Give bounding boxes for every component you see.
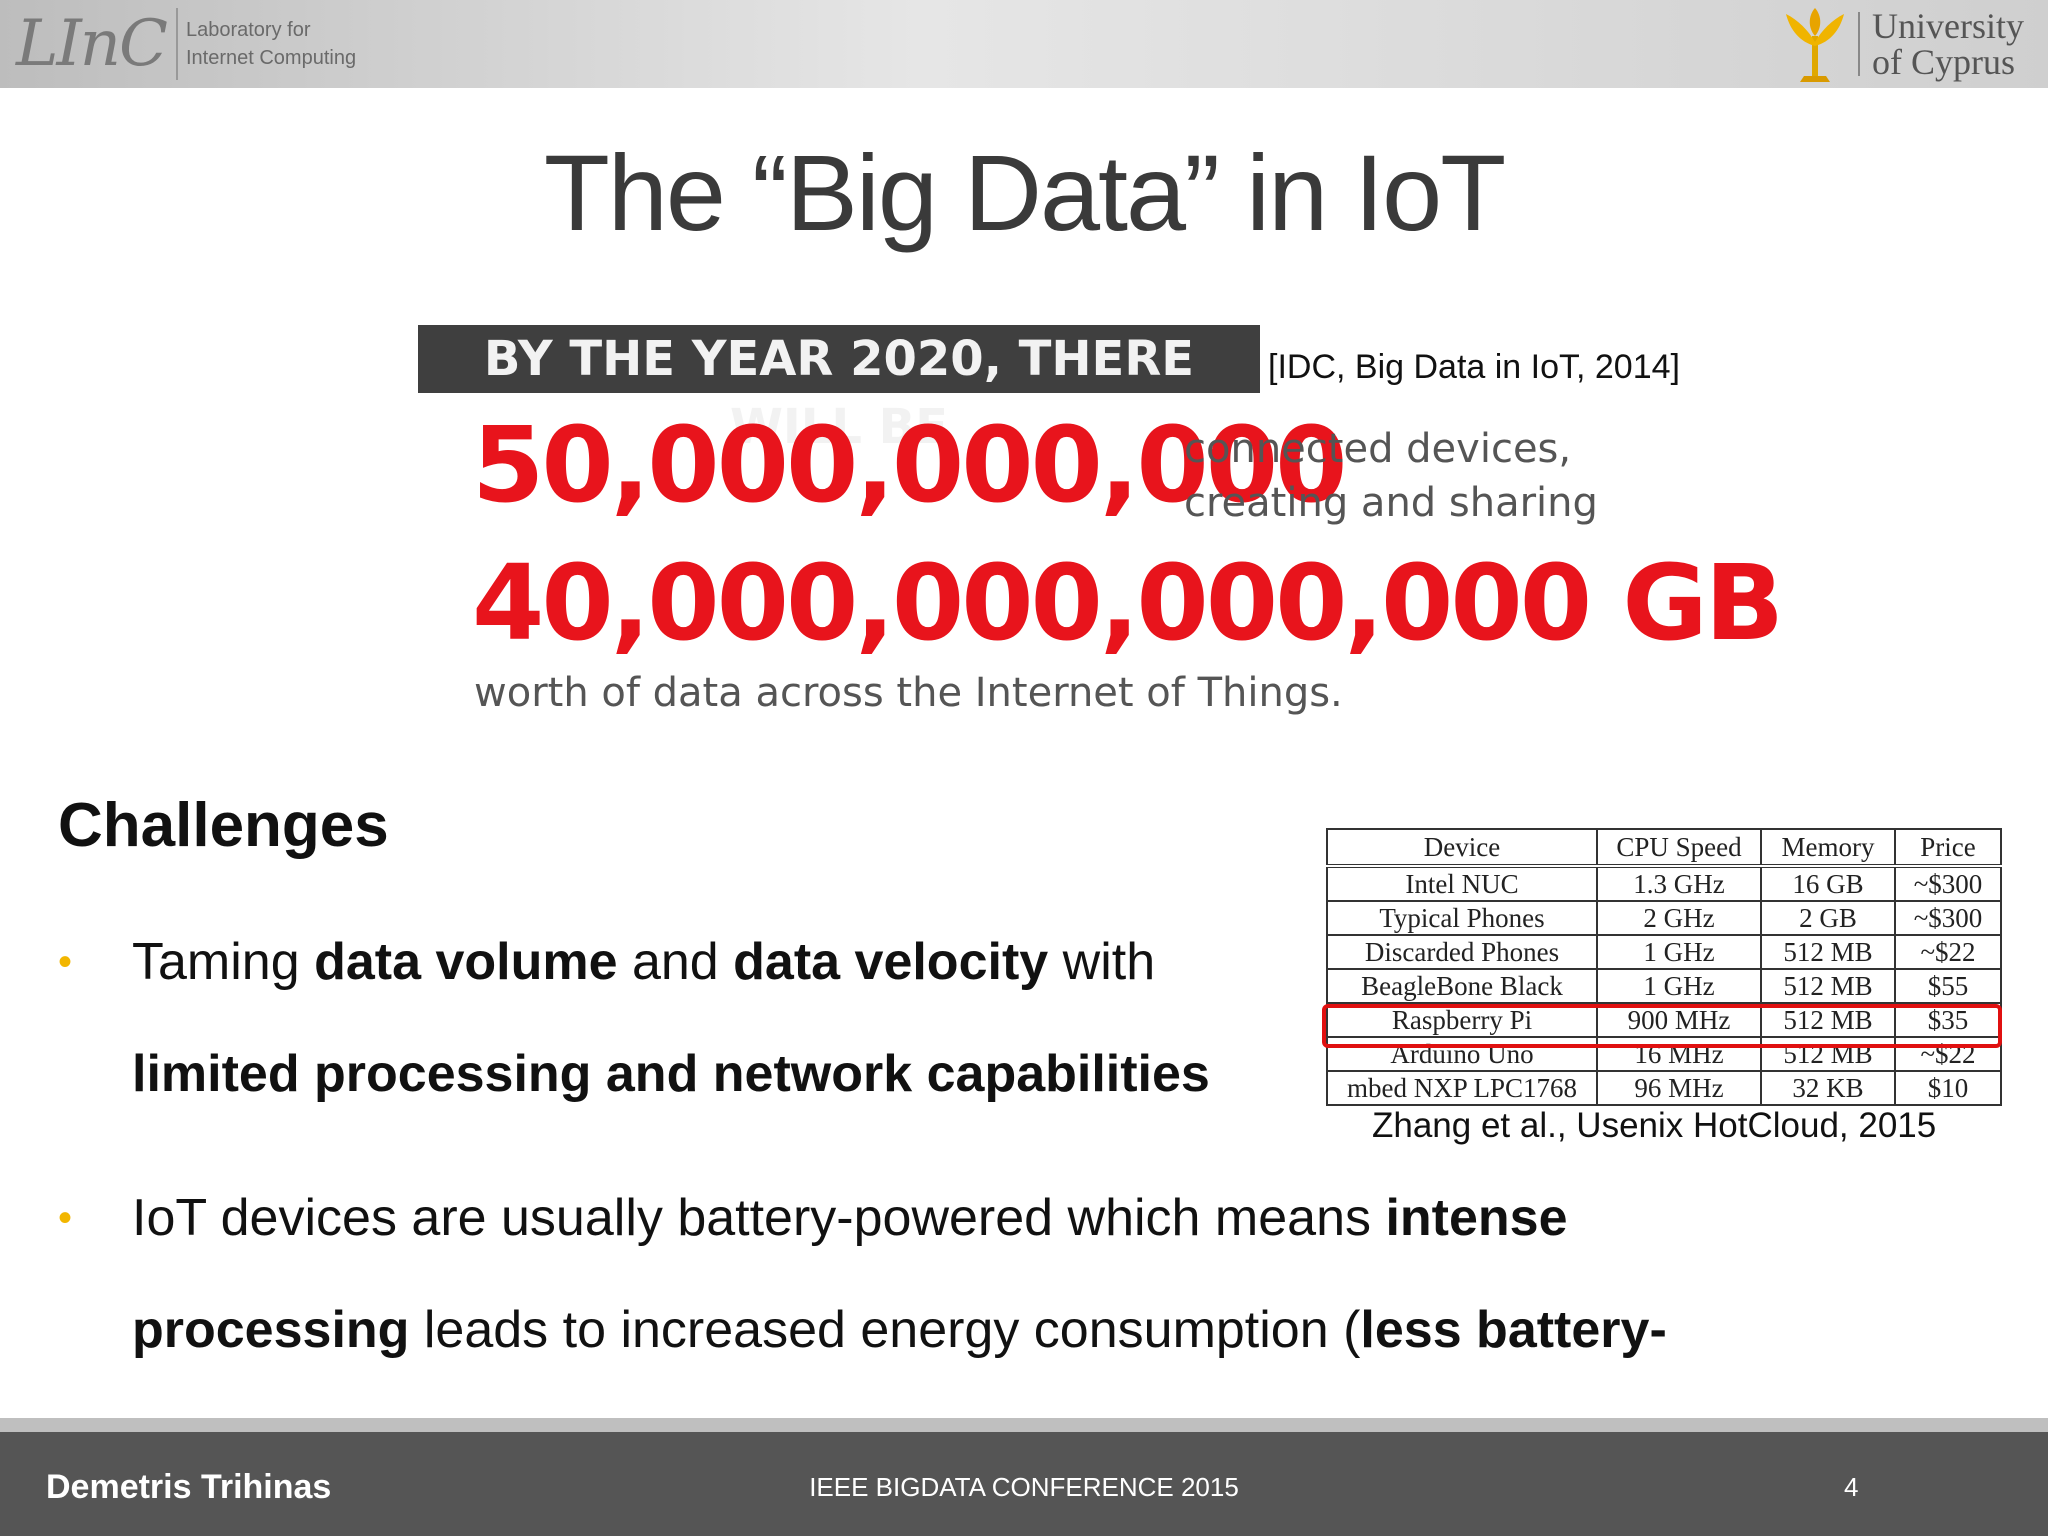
table-cell: 512 MB — [1760, 934, 1896, 970]
table-cell: 32 KB — [1760, 1070, 1896, 1106]
uni-line2: of Cyprus — [1872, 42, 2016, 82]
footer-author: Demetris Trihinas — [46, 1468, 332, 1506]
table-row: Arduino Uno 16 MHz 512 MB ~$22 — [1326, 1036, 2002, 1072]
devices-description: connected devices, creating and sharing — [1184, 422, 1598, 530]
table-cell: 2 GB — [1760, 900, 1896, 936]
bold-run: processing — [132, 1301, 410, 1359]
column-header: Memory — [1760, 828, 1896, 867]
slide-footer: Demetris Trihinas IEEE BIGDATA CONFERENC… — [0, 1432, 2048, 1536]
text-run: Taming — [132, 933, 315, 991]
table-header-row: Device CPU Speed Memory Price — [1326, 828, 2002, 867]
footer-divider — [0, 1418, 2048, 1432]
table-cell: $55 — [1894, 968, 2002, 1004]
column-header: CPU Speed — [1596, 828, 1762, 867]
table-row: BeagleBone Black 1 GHz 512 MB $55 — [1326, 968, 2002, 1004]
table-caption: Zhang et al., Usenix HotCloud, 2015 — [1372, 1106, 1937, 1145]
university-logo-text: University of Cyprus — [1872, 8, 2024, 80]
table-cell: $10 — [1894, 1070, 2002, 1106]
table-cell: mbed NXP LPC1768 — [1326, 1070, 1598, 1106]
table-cell: ~$300 — [1894, 865, 2002, 902]
table-cell: Typical Phones — [1326, 900, 1598, 936]
device-comparison-table: Device CPU Speed Memory Price Intel NUC 1… — [1326, 828, 2002, 1106]
challenges-heading: Challenges — [58, 791, 389, 860]
table-cell: ~$22 — [1894, 1036, 2002, 1072]
column-header: Price — [1894, 828, 2002, 867]
table-cell: 512 MB — [1760, 1002, 1896, 1038]
bullet-text: Taming data volume and data velocity wit… — [132, 906, 1210, 1130]
table-cell: 2 GHz — [1596, 900, 1762, 936]
linc-logo-text: Laboratory for Internet Computing — [186, 16, 356, 72]
bullet-text: IoT devices are usually battery-powered … — [132, 1162, 1758, 1498]
table-cell: 16 GB — [1760, 865, 1896, 902]
slide-title: The “Big Data” in IoT — [543, 132, 1506, 253]
table-cell: Arduino Uno — [1326, 1036, 1598, 1072]
page-number: 4 — [1844, 1472, 1859, 1502]
table-cell: 512 MB — [1760, 1036, 1896, 1072]
slide-header: LInC Laboratory for Internet Computing U… — [0, 0, 2048, 88]
bullet-dot-icon: • — [58, 940, 73, 984]
table-cell: Intel NUC — [1326, 865, 1598, 902]
uni-line1: University — [1872, 6, 2024, 46]
table-cell: ~$300 — [1894, 900, 2002, 936]
linc-line2: Internet Computing — [185, 47, 357, 69]
table-cell: ~$22 — [1894, 934, 2002, 970]
table-cell: 1 GHz — [1596, 968, 1762, 1004]
devices-line2: creating and sharing — [1184, 480, 1598, 526]
table-row: Intel NUC 1.3 GHz 16 GB ~$300 — [1326, 865, 2002, 902]
table-cell: 96 MHz — [1596, 1070, 1762, 1106]
university-logo: University of Cyprus — [1780, 6, 2024, 82]
linc-line1: Laboratory for — [185, 19, 311, 41]
table-row: mbed NXP LPC1768 96 MHz 32 KB $10 — [1326, 1070, 2002, 1106]
table-row: Discarded Phones 1 GHz 512 MB ~$22 — [1326, 934, 2002, 970]
linc-logo: LInC Laboratory for Internet Computing — [16, 7, 356, 81]
table-cell: 16 MHz — [1596, 1036, 1762, 1072]
logo-divider — [175, 8, 178, 80]
data-volume-description: worth of data across the Internet of Thi… — [474, 670, 1343, 716]
bullet-line: IoT devices are usually battery-powered … — [132, 1162, 1758, 1274]
table-cell: 900 MHz — [1596, 1002, 1762, 1038]
column-header: Device — [1326, 828, 1598, 867]
bullet-line: limited processing and network capabilit… — [132, 1018, 1210, 1130]
table-row-highlighted: Raspberry Pi 900 MHz 512 MB $35 — [1326, 1002, 2002, 1038]
table-cell: 512 MB — [1760, 968, 1896, 1004]
table-cell: 1 GHz — [1596, 934, 1762, 970]
text-run: with — [1048, 933, 1156, 991]
infographic-banner: BY THE YEAR 2020, THERE WILL BE — [418, 325, 1260, 455]
text-run: leads to increased energy consumption ( — [409, 1301, 1361, 1359]
table-cell: Discarded Phones — [1326, 934, 1598, 970]
bold-run: data velocity — [733, 933, 1049, 991]
bold-run: intense — [1385, 1189, 1568, 1247]
text-run: IoT devices are usually battery-powered … — [132, 1189, 1386, 1247]
table-row: Typical Phones 2 GHz 2 GB ~$300 — [1326, 900, 2002, 936]
wheat-emblem-icon — [1786, 8, 1845, 82]
devices-count: 50,000,000,000 — [472, 404, 1348, 526]
footer-conference: IEEE BIGDATA CONFERENCE 2015 — [809, 1472, 1239, 1502]
table-cell: Raspberry Pi — [1326, 1002, 1598, 1038]
logo-divider — [1858, 12, 1861, 76]
idc-citation: [IDC, Big Data in IoT, 2014] — [1268, 348, 1680, 386]
table-cell: 1.3 GHz — [1596, 865, 1762, 902]
bullet-line: Taming data volume and data velocity wit… — [132, 906, 1210, 1018]
data-volume-count: 40,000,000,000,000 GB — [472, 542, 1784, 664]
text-run: and — [617, 933, 734, 991]
device-table: Device CPU Speed Memory Price Intel NUC 1… — [1326, 828, 2002, 1106]
table-cell: $35 — [1894, 1002, 2002, 1038]
table-cell: BeagleBone Black — [1326, 968, 1598, 1004]
bold-run: limited processing and network capabilit… — [132, 1045, 1210, 1103]
raspberry-pi-highlight-box — [1322, 1004, 2002, 1048]
bullet-dot-icon: • — [58, 1196, 73, 1240]
bold-run: data volume — [314, 933, 618, 991]
linc-logo-mark: LInC — [16, 7, 168, 81]
devices-line1: connected devices, — [1184, 426, 1572, 472]
